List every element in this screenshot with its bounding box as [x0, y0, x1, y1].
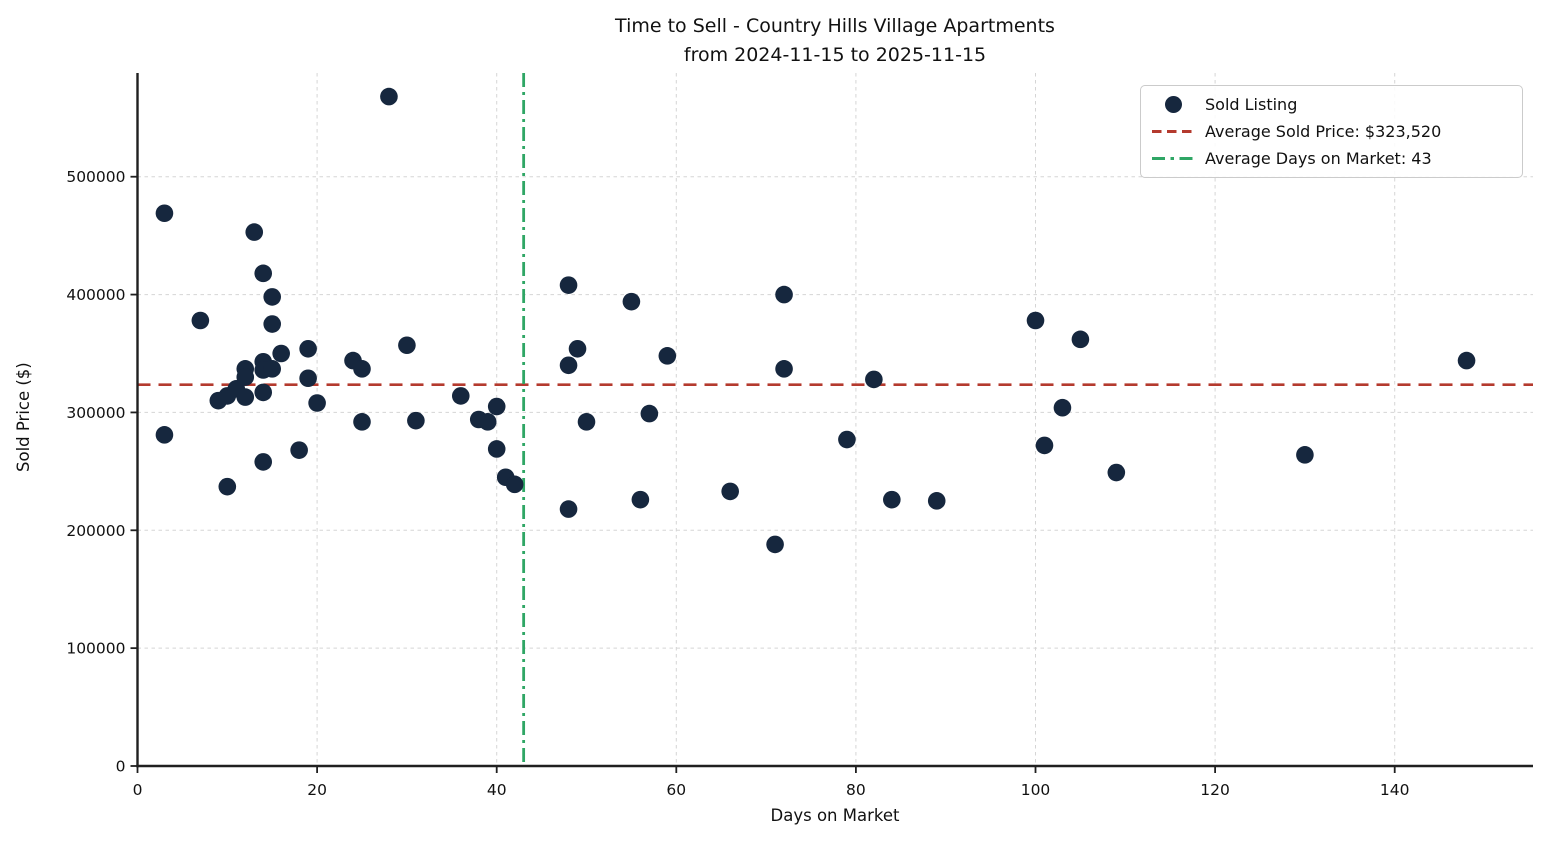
legend-item-avg-days-on-market: Average Days on Market: 43 — [1141, 145, 1522, 172]
legend-marker-column — [1141, 156, 1205, 161]
data-point — [191, 311, 210, 330]
legend-item-sold-listing: Sold Listing — [1141, 91, 1522, 118]
data-point — [775, 360, 793, 378]
data-point — [308, 394, 326, 412]
x-tick-label: 140 — [1380, 781, 1410, 799]
x-tick-label: 60 — [666, 781, 686, 799]
chart-title-line1: Time to Sell - Country Hills Village Apa… — [615, 15, 1055, 37]
data-point — [838, 430, 856, 449]
data-point — [1107, 463, 1126, 482]
x-tick-label: 120 — [1200, 781, 1230, 799]
data-point — [927, 492, 946, 510]
legend-label: Sold Listing — [1205, 95, 1298, 114]
dashed-line-icon — [1152, 129, 1194, 134]
data-point — [290, 441, 308, 459]
data-point — [1457, 351, 1476, 370]
x-tick-label: 40 — [487, 781, 507, 799]
data-point — [254, 264, 273, 283]
dashdot-line-icon — [1152, 156, 1194, 161]
data-point — [451, 387, 470, 405]
legend-box: Sold Listing Average Sold Price: $323,52… — [1140, 85, 1523, 178]
data-point — [568, 339, 587, 358]
data-point — [254, 453, 273, 471]
data-point — [1296, 446, 1314, 464]
y-tick-label: 200000 — [66, 522, 125, 540]
data-point — [775, 285, 793, 304]
data-point — [236, 368, 255, 386]
data-point — [299, 369, 317, 388]
x-tick-label: 100 — [1021, 781, 1051, 799]
data-point — [505, 475, 524, 494]
data-point — [478, 413, 497, 431]
data-point — [658, 347, 677, 365]
data-point — [380, 87, 398, 106]
data-point — [559, 276, 578, 294]
legend-marker-column — [1141, 96, 1205, 113]
data-point — [865, 370, 883, 389]
data-point — [766, 535, 784, 554]
data-point — [487, 397, 506, 416]
y-tick-label: 500000 — [66, 168, 125, 186]
x-axis-label: Days on Market — [770, 806, 900, 825]
data-point — [263, 315, 282, 333]
data-point — [1026, 311, 1045, 330]
sold-listing-dot-icon — [1164, 96, 1182, 113]
data-point — [559, 500, 578, 518]
x-tick-label: 20 — [307, 781, 327, 799]
data-point — [218, 477, 237, 496]
data-point — [640, 404, 659, 423]
data-point — [631, 490, 650, 509]
y-tick-label: 0 — [116, 758, 126, 776]
y-tick-label: 400000 — [66, 286, 125, 304]
data-point — [155, 204, 174, 223]
x-tick-label: 0 — [133, 781, 143, 799]
data-point — [155, 426, 174, 444]
data-point — [407, 411, 425, 430]
data-point — [1053, 398, 1072, 417]
data-point — [487, 440, 506, 458]
data-point — [254, 383, 273, 402]
data-point — [1035, 436, 1054, 455]
data-point — [353, 413, 371, 431]
legend-label: Average Sold Price: $323,520 — [1205, 122, 1442, 141]
legend-label: Average Days on Market: 43 — [1205, 149, 1432, 168]
data-point — [263, 360, 282, 378]
data-point — [1071, 330, 1090, 349]
data-point — [398, 336, 416, 355]
legend-marker-column — [1141, 129, 1205, 134]
y-tick-label: 300000 — [66, 404, 125, 422]
chart-title: Time to Sell - Country Hills Village Apa… — [137, 12, 1533, 70]
data-point — [577, 413, 596, 431]
legend-item-avg-sold-price: Average Sold Price: $323,520 — [1141, 118, 1522, 145]
x-tick-label: 80 — [846, 781, 866, 799]
y-axis-label: Sold Price ($) — [14, 362, 33, 472]
data-point — [245, 223, 264, 241]
data-point — [263, 288, 282, 306]
chart-title-line2: from 2024-11-15 to 2025-11-15 — [683, 44, 987, 66]
data-point — [721, 482, 739, 501]
data-point — [883, 490, 901, 509]
data-point — [272, 344, 290, 363]
data-point — [236, 388, 255, 406]
data-point — [622, 292, 641, 311]
y-tick-label: 100000 — [66, 640, 125, 658]
data-point — [299, 339, 317, 358]
data-point — [559, 356, 578, 375]
data-point — [353, 360, 371, 378]
